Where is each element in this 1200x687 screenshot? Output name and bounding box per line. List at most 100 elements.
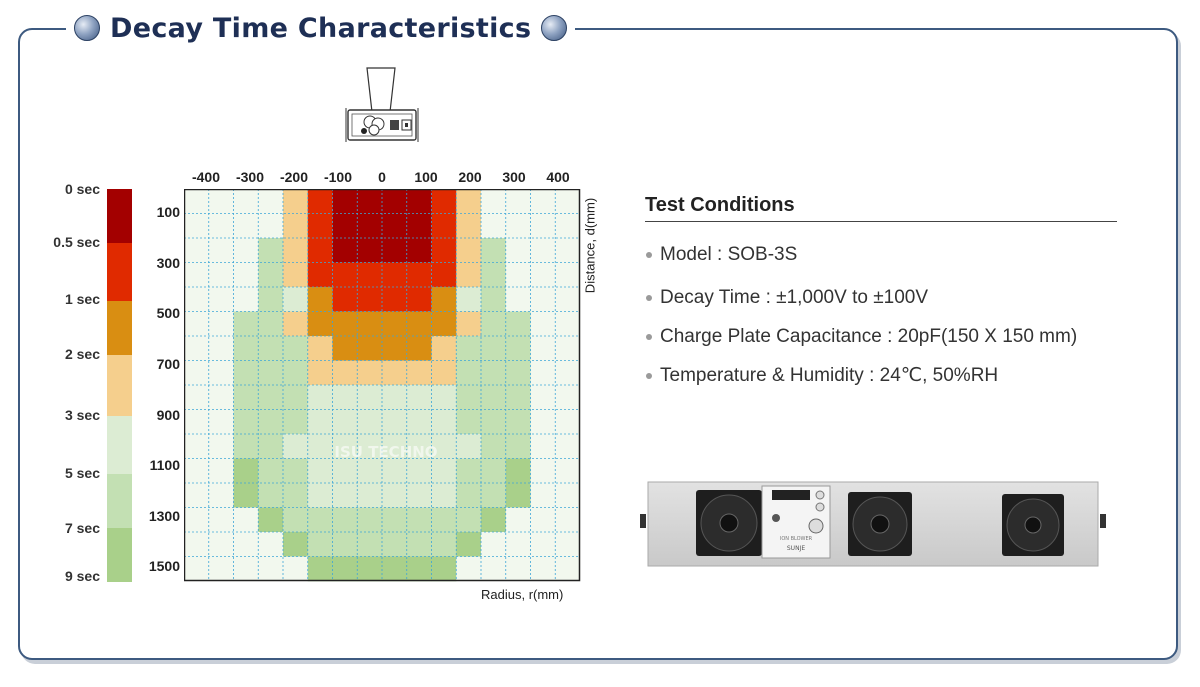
condition-decay-time: Decay Time : ±1,000V to ±100V: [646, 287, 928, 309]
heatmap-cell: [208, 336, 234, 361]
heatmap-cell: [456, 507, 482, 533]
heatmap-cell: [283, 385, 309, 410]
heatmap-cell: [233, 385, 259, 410]
heatmap-cell: [530, 311, 556, 337]
heatmap-cell: [456, 458, 482, 484]
heatmap-cell: [258, 287, 284, 312]
heatmap-cell: [505, 238, 531, 263]
heatmap-cell: [406, 287, 432, 312]
heatmap-cell: [208, 434, 234, 459]
heatmap-cell: [382, 458, 408, 484]
heatmap-cell: [307, 434, 333, 459]
heatmap-cell: [431, 385, 457, 410]
heatmap-cell: [555, 409, 581, 435]
heatmap-cell: [357, 189, 383, 214]
heatmap-cell: [283, 458, 309, 484]
legend-label: 0 sec: [64, 181, 100, 197]
heatmap-cell: [357, 360, 383, 386]
heatmap-cell: [431, 409, 457, 435]
condition-temp-humidity: Temperature & Humidity : 24℃, 50%RH: [646, 364, 998, 387]
heatmap-cell: [258, 336, 284, 361]
heatmap-cell: [481, 287, 507, 312]
heatmap-cell: [382, 213, 408, 239]
heatmap-cell: [258, 507, 284, 533]
heatmap-cell: [357, 458, 383, 484]
heatmap-cell: [555, 483, 581, 508]
legend-label: 9 sec: [64, 568, 100, 584]
heatmap-cell: [431, 507, 457, 533]
heatmap-cell: [382, 409, 408, 435]
heatmap-cell: [332, 311, 358, 337]
heatmap-cell: [382, 336, 408, 361]
heatmap-cell: [307, 483, 333, 508]
legend-swatch: [107, 243, 132, 301]
heatmap-cell: [208, 262, 234, 288]
heatmap-cell: [481, 483, 507, 508]
heatmap-cell: [456, 189, 482, 214]
heatmap-cell: [505, 287, 531, 312]
heatmap-cell: [481, 458, 507, 484]
heatmap-cell: [233, 556, 259, 582]
heatmap-cell: [555, 556, 581, 582]
bullet-icon: [646, 334, 652, 340]
heatmap-cell: [357, 311, 383, 337]
heatmap-cell: [307, 360, 333, 386]
heatmap-cell: [555, 385, 581, 410]
legend-label: 1 sec: [64, 291, 100, 307]
heatmap-cell: [184, 238, 210, 263]
x-tick-label: 0: [378, 169, 386, 185]
heatmap-cell: [258, 385, 284, 410]
heatmap-cell: [481, 311, 507, 337]
y-tick-label: 1500: [148, 558, 180, 575]
heatmap-cell: [233, 336, 259, 361]
heatmap-cell: [307, 556, 333, 582]
heatmap-cell: [456, 238, 482, 263]
heatmap-cell: [406, 213, 432, 239]
legend-label: 0.5 sec: [53, 234, 100, 250]
heatmap-cell: [530, 507, 556, 533]
heatmap-cell: [184, 311, 210, 337]
heatmap-cell: [505, 360, 531, 386]
heatmap-cell: [283, 189, 309, 214]
heatmap-cell: [456, 409, 482, 435]
heatmap-cell: [357, 336, 383, 361]
heatmap-cell: [307, 213, 333, 239]
heatmap-cell: [406, 507, 432, 533]
page-title: Decay Time Characteristics: [110, 12, 532, 44]
heatmap-cell: [258, 238, 284, 263]
heatmap-cell: [530, 360, 556, 386]
heatmap-cell: [406, 434, 432, 459]
fan-icon: [1002, 494, 1064, 556]
heatmap-cell: [530, 483, 556, 508]
heatmap-cell: [307, 409, 333, 435]
heatmap-cell: [233, 287, 259, 312]
heatmap-cell: [283, 507, 309, 533]
control-panel: ION BLOWER SUNJE: [761, 485, 831, 559]
heatmap-cell: [258, 532, 284, 557]
legend-swatch: [107, 189, 132, 243]
heatmap-cell: [505, 385, 531, 410]
heatmap-cell: [505, 556, 531, 582]
heatmap-cell: [530, 238, 556, 263]
heatmap-cell: [555, 458, 581, 484]
heatmap-cell: [332, 336, 358, 361]
heatmap-cell: [555, 262, 581, 288]
heatmap-cell: [307, 262, 333, 288]
heatmap-cell: [233, 507, 259, 533]
heatmap-cell: [184, 336, 210, 361]
heatmap-cell: [431, 213, 457, 239]
heatmap-cell: [382, 287, 408, 312]
legend-label: 5 sec: [64, 465, 100, 481]
heatmap-cell: [481, 507, 507, 533]
heatmap-cell: [382, 385, 408, 410]
title-banner: Decay Time Characteristics: [66, 8, 576, 48]
heatmap-cell: [431, 458, 457, 484]
heatmap-cell: [208, 213, 234, 239]
heatmap-cell: [530, 336, 556, 361]
heatmap-cell: [283, 556, 309, 582]
condition-text: Temperature & Humidity : 24℃, 50%RH: [660, 365, 999, 386]
heatmap-cell: [184, 507, 210, 533]
heatmap-cell: [406, 483, 432, 508]
heatmap-cell: [233, 238, 259, 263]
heatmap-cell: [258, 360, 284, 386]
